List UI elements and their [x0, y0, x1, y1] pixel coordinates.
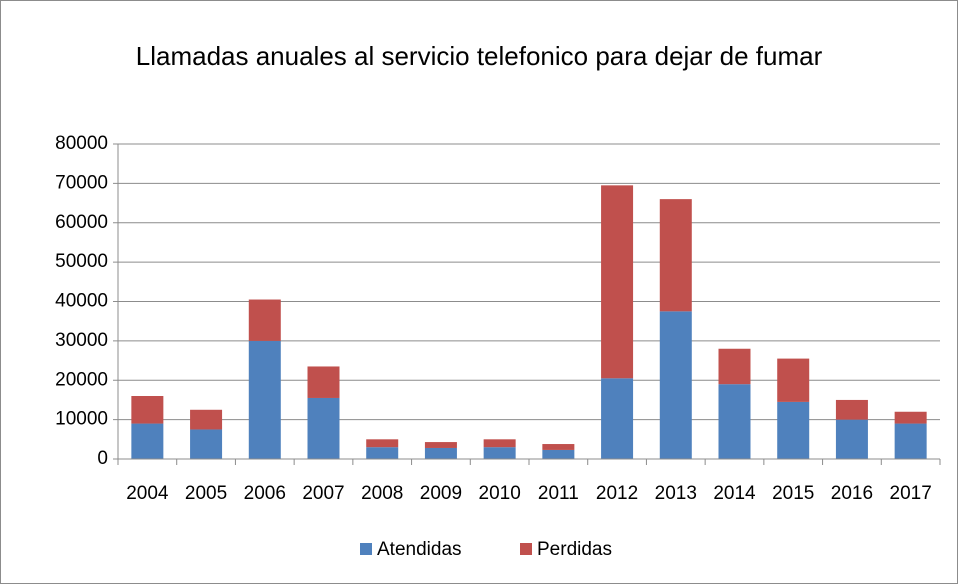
- bar-segment: [542, 444, 575, 450]
- legend-swatch: [520, 543, 532, 555]
- bar-segment: [894, 411, 927, 424]
- x-tick-label: 2016: [831, 483, 873, 504]
- bar-segment: [542, 449, 575, 459]
- bar-segment: [601, 378, 634, 459]
- bar-segment: [307, 397, 340, 459]
- bar-segment: [248, 340, 281, 459]
- bar-segment: [659, 199, 692, 312]
- x-tick-label: 2004: [126, 483, 169, 504]
- x-tick-label: 2014: [713, 483, 756, 504]
- y-tick-label: 10000: [55, 409, 108, 430]
- legend-label: Atendidas: [377, 539, 462, 560]
- bar-segment: [307, 366, 340, 398]
- x-tick-label: 2009: [420, 483, 462, 504]
- bar-segment: [248, 299, 281, 341]
- bar-segment: [190, 429, 223, 459]
- y-tick-label: 70000: [55, 172, 108, 193]
- y-tick-label: 0: [97, 448, 108, 469]
- x-tick-label: 2008: [361, 483, 403, 504]
- bar-segment: [659, 311, 692, 459]
- bar-segment: [777, 358, 810, 402]
- x-tick-label: 2006: [244, 483, 286, 504]
- x-tick-label: 2012: [596, 483, 638, 504]
- legend-swatch: [360, 543, 372, 555]
- chart-title: Llamadas anuales al servicio telefonico …: [135, 41, 823, 71]
- x-tick-label: 2010: [479, 483, 521, 504]
- bar-segment: [483, 447, 516, 459]
- y-tick-label: 40000: [55, 291, 108, 312]
- y-tick-label: 20000: [55, 369, 108, 390]
- bar-segment: [601, 185, 634, 379]
- bar-segment: [718, 348, 751, 385]
- x-tick-label: 2015: [772, 483, 814, 504]
- bar-segment: [894, 423, 927, 459]
- bar-segment: [131, 396, 164, 424]
- bar-segment: [424, 447, 457, 459]
- bar-segment: [131, 423, 164, 459]
- bar-segment: [366, 439, 399, 448]
- bar-segment: [483, 439, 516, 448]
- bar-segment: [835, 419, 868, 459]
- x-tick-label: 2011: [538, 483, 579, 504]
- bar-segment: [424, 442, 457, 448]
- bar-segment: [190, 409, 223, 430]
- y-tick-label: 60000: [55, 212, 108, 233]
- x-tick-label: 2017: [890, 483, 932, 504]
- x-tick-label: 2013: [655, 483, 697, 504]
- bar-segment: [777, 401, 810, 459]
- bar-segment: [366, 447, 399, 459]
- bar-segment: [835, 399, 868, 420]
- x-tick-label: 2007: [302, 483, 344, 504]
- y-tick-label: 80000: [55, 133, 108, 154]
- legend-label: Perdidas: [537, 539, 612, 560]
- x-tick-label: 2005: [185, 483, 227, 504]
- y-tick-label: 30000: [55, 330, 108, 351]
- y-tick-label: 50000: [55, 251, 108, 272]
- bar-segment: [718, 384, 751, 459]
